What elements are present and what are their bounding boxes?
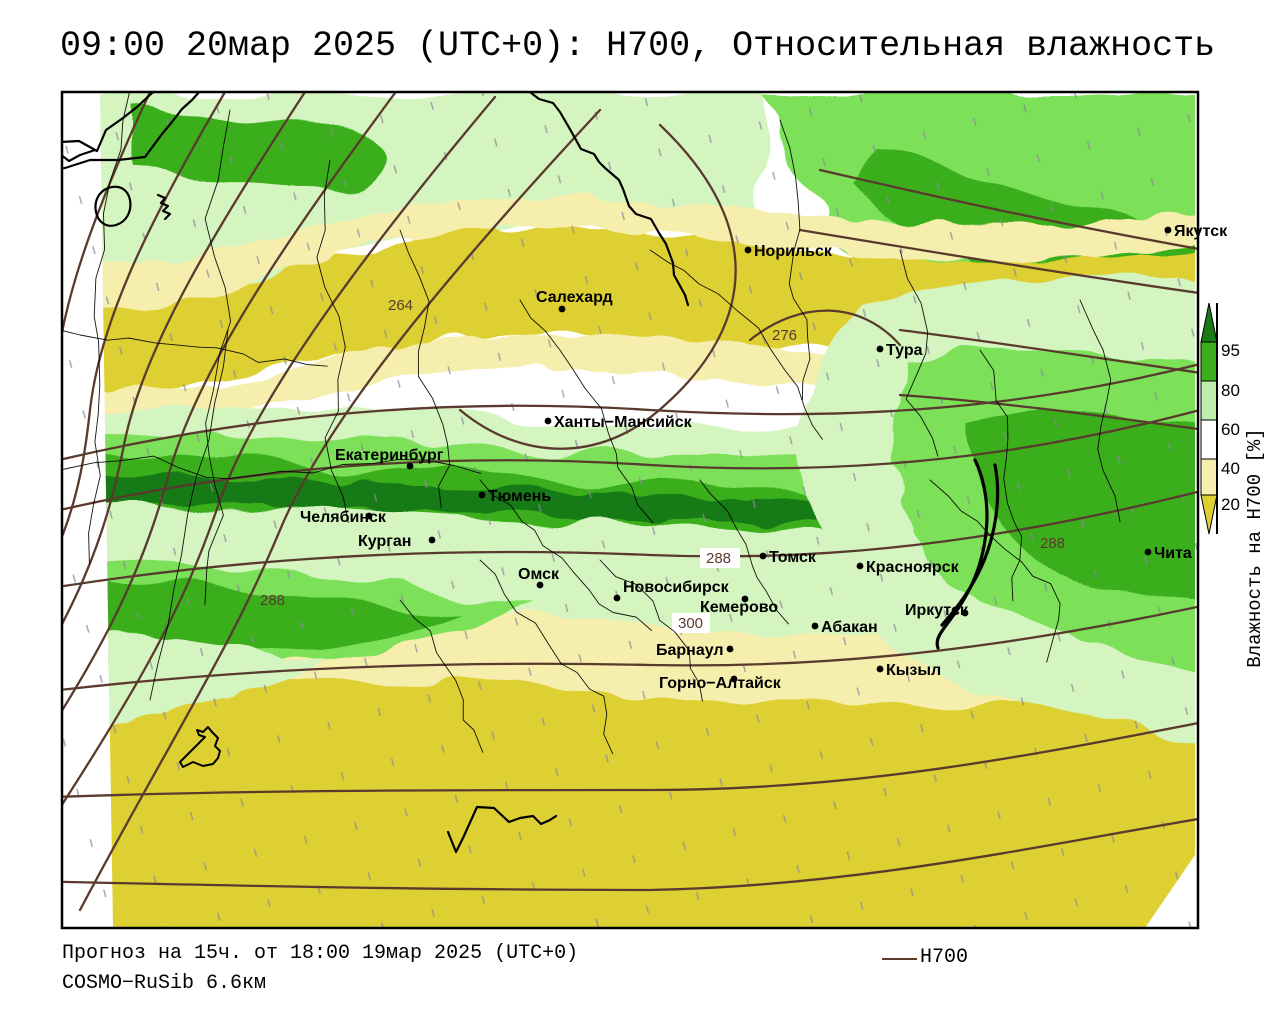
svg-text:Якутск: Якутск <box>1174 223 1228 240</box>
svg-text:80: 80 <box>1221 381 1240 400</box>
svg-text:Ханты−Мансийск: Ханты−Мансийск <box>554 414 693 431</box>
svg-text:Кемерово: Кемерово <box>700 599 778 616</box>
svg-text:Омск: Омск <box>518 566 560 583</box>
svg-text:264: 264 <box>388 297 413 314</box>
svg-text:276: 276 <box>772 327 797 344</box>
svg-text:300: 300 <box>678 615 703 632</box>
svg-text:288: 288 <box>260 592 285 609</box>
svg-text:Челябинск: Челябинск <box>300 509 387 526</box>
svg-text:Чита: Чита <box>1154 545 1192 562</box>
svg-text:60: 60 <box>1221 420 1240 439</box>
svg-text:Красноярск: Красноярск <box>866 559 960 576</box>
svg-text:Томск: Томск <box>769 549 817 566</box>
svg-text:Тюмень: Тюмень <box>488 488 551 505</box>
svg-text:Иркутск: Иркутск <box>905 602 969 619</box>
svg-text:Абакан: Абакан <box>821 619 878 636</box>
svg-text:Курган: Курган <box>358 533 411 550</box>
svg-text:Барнаул: Барнаул <box>656 642 724 659</box>
svg-text:Норильск: Норильск <box>754 243 833 260</box>
svg-text:Новосибирск: Новосибирск <box>623 579 730 596</box>
svg-text:Салехард: Салехард <box>536 289 613 306</box>
svg-text:40: 40 <box>1221 459 1240 478</box>
svg-text:Кызыл: Кызыл <box>886 662 941 679</box>
svg-text:20: 20 <box>1221 495 1240 514</box>
svg-text:288: 288 <box>706 550 731 567</box>
svg-text:288: 288 <box>1040 535 1065 552</box>
svg-text:Горно−Алтайск: Горно−Алтайск <box>659 675 782 692</box>
svg-text:Тура: Тура <box>886 342 923 359</box>
svg-text:Екатеринбург: Екатеринбург <box>335 447 444 464</box>
svg-text:95: 95 <box>1221 341 1240 360</box>
svg-text:Влажность на H700 [%]: Влажность на H700 [%] <box>1244 428 1266 667</box>
